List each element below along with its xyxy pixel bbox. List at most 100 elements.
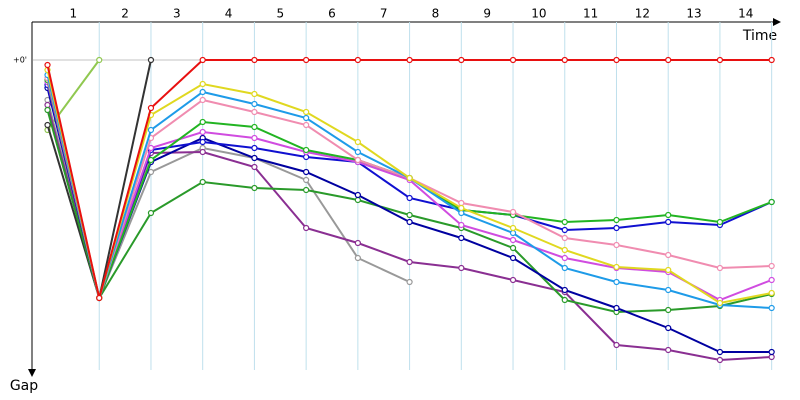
point — [199, 96, 206, 104]
point — [561, 296, 568, 304]
point — [303, 56, 310, 64]
point — [458, 56, 465, 64]
point — [509, 229, 517, 237]
point — [147, 156, 155, 164]
x-tick-label: 11 — [583, 7, 598, 21]
point — [251, 100, 258, 108]
x-tick-label: 12 — [635, 7, 650, 21]
point — [199, 128, 206, 136]
point — [147, 209, 155, 217]
point — [665, 286, 672, 294]
point — [354, 196, 361, 204]
point — [613, 56, 620, 64]
point — [406, 174, 413, 182]
point — [303, 176, 310, 184]
point — [561, 226, 568, 234]
point — [303, 153, 310, 161]
point — [354, 56, 361, 64]
point — [561, 218, 568, 226]
x-tick-label: 2 — [121, 7, 129, 21]
point — [716, 218, 724, 226]
point — [665, 251, 672, 259]
point — [509, 244, 517, 252]
point — [561, 234, 568, 242]
point — [613, 263, 620, 271]
point — [613, 224, 620, 232]
y-tick-label: +0' — [13, 56, 27, 65]
point — [199, 88, 206, 96]
point — [613, 304, 620, 312]
point — [509, 56, 517, 64]
point — [509, 276, 517, 284]
point — [458, 221, 465, 229]
point — [303, 121, 310, 129]
x-tick-label: 9 — [483, 7, 491, 21]
point — [716, 356, 724, 364]
point — [768, 353, 775, 361]
point — [561, 264, 568, 272]
point — [665, 346, 672, 354]
point — [716, 299, 724, 307]
point — [147, 56, 155, 64]
point — [406, 194, 413, 202]
point — [251, 134, 258, 142]
point — [147, 168, 155, 176]
point — [251, 123, 258, 131]
point — [509, 236, 517, 244]
point — [406, 211, 413, 219]
point — [613, 278, 620, 286]
x-tick-label: 1 — [70, 7, 78, 21]
point — [613, 216, 620, 224]
x-tick-label: 5 — [276, 7, 284, 21]
point — [199, 148, 206, 156]
point — [561, 254, 568, 262]
point — [665, 211, 672, 219]
x-tick-label: 14 — [738, 7, 753, 21]
point — [665, 306, 672, 314]
point — [44, 101, 51, 109]
point — [199, 80, 206, 88]
point — [251, 184, 258, 192]
point — [251, 90, 258, 98]
point — [458, 234, 465, 242]
x-tick-label: 7 — [380, 7, 388, 21]
point — [406, 218, 413, 226]
y-axis-label: Gap — [10, 378, 38, 394]
point — [303, 224, 310, 232]
point — [96, 294, 103, 302]
point — [768, 56, 775, 64]
point — [303, 108, 310, 116]
point — [199, 118, 206, 126]
point — [354, 138, 361, 146]
point — [613, 241, 620, 249]
point — [509, 254, 517, 262]
point — [768, 276, 775, 284]
point — [354, 148, 361, 156]
point — [665, 218, 672, 226]
point — [561, 56, 568, 64]
point — [509, 224, 517, 232]
point — [303, 114, 310, 122]
point — [768, 262, 775, 270]
point — [406, 258, 413, 266]
x-axis-label: Time — [742, 28, 777, 44]
point — [44, 121, 51, 129]
point — [406, 56, 413, 64]
point — [354, 191, 361, 199]
point — [251, 56, 258, 64]
point — [96, 56, 103, 64]
point — [354, 239, 361, 247]
point — [199, 56, 206, 64]
point — [251, 163, 258, 171]
point — [44, 106, 51, 114]
x-tick-label: 8 — [432, 7, 440, 21]
point — [665, 266, 672, 274]
point — [199, 178, 206, 186]
x-tick-label: 3 — [173, 7, 181, 21]
point — [458, 209, 465, 217]
point — [768, 348, 775, 356]
point — [406, 278, 413, 286]
point — [147, 126, 155, 134]
point — [251, 108, 258, 116]
